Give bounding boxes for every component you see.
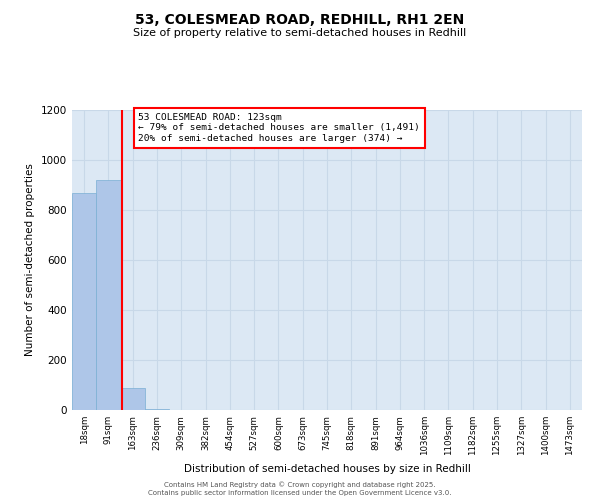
Text: 53, COLESMEAD ROAD, REDHILL, RH1 2EN: 53, COLESMEAD ROAD, REDHILL, RH1 2EN [136,12,464,26]
X-axis label: Distribution of semi-detached houses by size in Redhill: Distribution of semi-detached houses by … [184,464,470,473]
Bar [145,409,169,410]
Text: Contains public sector information licensed under the Open Government Licence v3: Contains public sector information licen… [148,490,452,496]
Text: 53 COLESMEAD ROAD: 123sqm
← 79% of semi-detached houses are smaller (1,491)
20% : 53 COLESMEAD ROAD: 123sqm ← 79% of semi-… [139,113,420,143]
Bar [96,180,121,410]
Bar [72,192,96,410]
Bar [121,388,145,410]
Y-axis label: Number of semi-detached properties: Number of semi-detached properties [25,164,35,356]
Text: Contains HM Land Registry data © Crown copyright and database right 2025.: Contains HM Land Registry data © Crown c… [164,481,436,488]
Text: Size of property relative to semi-detached houses in Redhill: Size of property relative to semi-detach… [133,28,467,38]
